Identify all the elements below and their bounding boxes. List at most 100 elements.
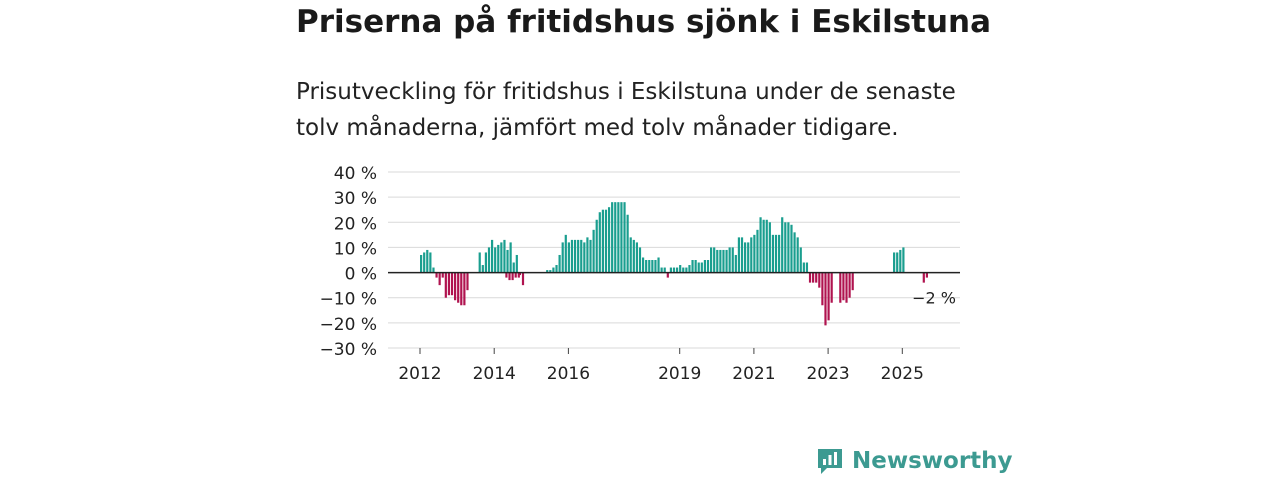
x-tick-label: 2021 — [732, 364, 775, 384]
bar — [824, 272, 827, 326]
bar — [851, 272, 854, 291]
bar — [497, 244, 500, 273]
bar — [651, 260, 654, 273]
bar — [509, 242, 512, 273]
bar — [506, 249, 509, 273]
bar — [781, 217, 784, 273]
x-tick-label: 2012 — [398, 364, 441, 384]
chart-title: Priserna på fritidshus sjönk i Eskilstun… — [296, 4, 992, 40]
grid-lines — [388, 171, 960, 349]
bar — [604, 209, 608, 273]
bar — [423, 252, 426, 273]
bar — [744, 242, 747, 273]
bar — [799, 247, 802, 273]
y-tick-label: −30 % — [320, 340, 377, 360]
y-tick-label: 40 % — [334, 164, 377, 184]
bar — [902, 247, 905, 273]
bar — [648, 260, 651, 273]
bar — [607, 207, 611, 273]
bar — [672, 267, 676, 273]
bar — [598, 212, 601, 273]
bar — [561, 242, 564, 273]
bar — [728, 247, 731, 273]
bar — [629, 237, 632, 273]
bar — [669, 267, 673, 273]
bar — [580, 239, 583, 273]
bar — [435, 272, 438, 278]
bar — [515, 254, 518, 273]
bar — [484, 252, 487, 273]
bar — [570, 239, 574, 273]
bar — [595, 219, 598, 273]
bar — [848, 272, 851, 298]
bar — [725, 249, 728, 273]
y-tick-label: 10 % — [334, 239, 377, 259]
brand-logo[interactable]: Newsworthy — [815, 446, 1013, 476]
bar — [737, 237, 741, 273]
bar — [555, 265, 558, 273]
bar — [713, 247, 716, 273]
bar — [679, 265, 682, 273]
x-tick-label: 2025 — [881, 364, 924, 384]
axes: 40 % 30 % 20 % 10 % 0 % −10 % −20 % −30 % 2012 20… — [320, 164, 960, 384]
bar — [747, 242, 750, 273]
bar — [700, 262, 703, 273]
bar — [753, 234, 756, 273]
bar — [611, 202, 614, 273]
bar — [460, 272, 463, 306]
bar — [508, 272, 511, 281]
bar — [494, 247, 497, 273]
y-tick-label: 0 % — [345, 265, 377, 285]
bar — [481, 265, 484, 273]
bar — [759, 217, 762, 273]
bar — [638, 247, 642, 273]
bar — [450, 272, 454, 296]
bar — [654, 260, 657, 273]
bar — [821, 272, 824, 306]
bar — [617, 202, 620, 273]
bar — [710, 247, 713, 273]
last-value-annotation: −2 % — [912, 289, 956, 308]
bar — [454, 272, 457, 301]
bar — [463, 272, 466, 306]
bar — [457, 272, 460, 303]
bar — [922, 272, 925, 283]
bar — [762, 219, 765, 273]
bar — [682, 267, 685, 273]
bar — [438, 272, 441, 286]
bar — [663, 267, 666, 273]
bar — [444, 272, 447, 298]
bar — [756, 229, 759, 273]
y-tick-label: 30 % — [334, 189, 377, 209]
bar — [632, 239, 635, 273]
y-tick-label: −20 % — [320, 315, 377, 335]
bar — [583, 242, 586, 273]
bar — [815, 272, 818, 283]
bar — [818, 272, 821, 288]
bar — [558, 254, 561, 273]
chart-subtitle: Prisutveckling för fritidshus i Eskilstu… — [296, 79, 956, 141]
bar — [925, 272, 928, 278]
bar — [512, 262, 515, 273]
bar — [716, 249, 719, 273]
bar — [657, 257, 660, 273]
bar — [893, 252, 896, 273]
y-tick-label: 20 % — [334, 214, 377, 234]
bar — [577, 239, 580, 273]
bar — [546, 270, 549, 273]
bar — [784, 222, 787, 273]
bar — [487, 247, 491, 273]
bar — [514, 272, 517, 278]
bar — [511, 272, 514, 281]
bar — [731, 247, 734, 273]
bar — [771, 234, 775, 273]
bar — [685, 267, 688, 273]
bar — [719, 249, 722, 273]
bar — [839, 272, 842, 303]
bar — [517, 272, 520, 278]
bar — [688, 265, 691, 273]
bar — [660, 267, 663, 273]
bar — [750, 237, 753, 273]
bar — [478, 252, 481, 273]
bar — [845, 272, 848, 303]
